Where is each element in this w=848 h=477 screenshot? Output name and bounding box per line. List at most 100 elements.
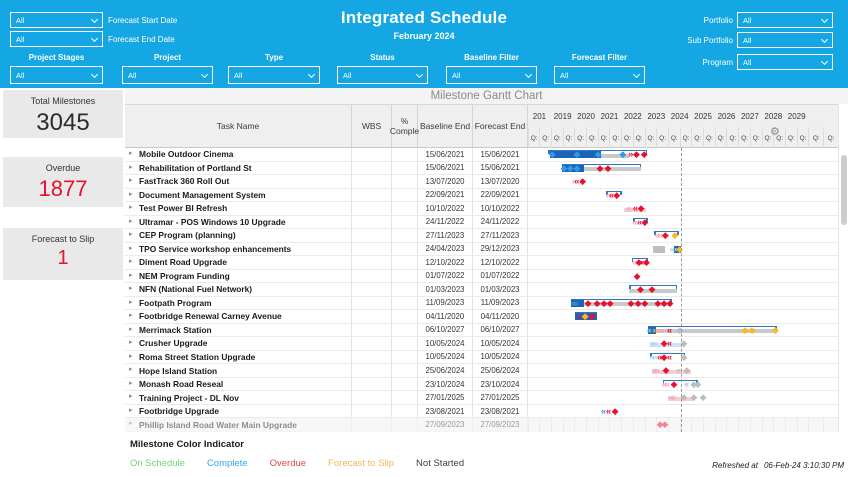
milestone-diamond[interactable]: ◆	[671, 230, 679, 241]
expand-arrow-icon[interactable]: ▸	[129, 406, 133, 414]
milestone-diamond[interactable]: ◆	[560, 162, 568, 173]
expand-arrow-icon[interactable]: ▸	[129, 190, 133, 198]
task-row[interactable]: ▸ CEP Program (planning) 27/11/2023 27/11/2…	[125, 229, 838, 243]
project-slicer[interactable]: All	[122, 66, 213, 84]
task-row[interactable]: ▸ Hope Island Station 25/06/2024 25/06/2024…	[125, 364, 838, 378]
milestone-diamond[interactable]: ◆	[581, 311, 589, 322]
milestone-diamond[interactable]: ◆	[640, 149, 648, 159]
milestone-diamond[interactable]: ◆	[741, 324, 749, 335]
milestone-diamond[interactable]: ◆	[635, 257, 643, 268]
task-row[interactable]: ▸ TPO Service workshop enhancements 24/04/…	[125, 242, 838, 257]
vertical-scrollbar[interactable]	[838, 104, 848, 432]
task-row[interactable]: ▸ Document Management System 22/09/2021 22/…	[125, 188, 838, 203]
milestone-diamond[interactable]: ◆	[676, 243, 684, 254]
milestone-diamond[interactable]: ◆	[548, 149, 556, 159]
milestone-diamond[interactable]: ◆	[637, 203, 645, 214]
expand-arrow-icon[interactable]: ▸	[129, 258, 133, 266]
milestone-diamond[interactable]: ◆	[633, 149, 640, 159]
milestone-diamond[interactable]: ◆	[566, 162, 574, 173]
task-row[interactable]: ▸ Diment Road Upgrade 12/10/2022 12/10/2022…	[125, 256, 838, 270]
milestone-diamond[interactable]: ◆	[641, 297, 649, 308]
milestone-diamond[interactable]: ◆	[642, 257, 650, 268]
milestone-diamond[interactable]: ◆	[690, 392, 698, 403]
forecast-start-date-slicer[interactable]: All	[10, 12, 103, 28]
milestone-diamond[interactable]: ◆	[683, 365, 691, 376]
task-row[interactable]: ▸ NEM Program Funding 01/07/2022 01/07/2022…	[125, 269, 838, 284]
task-row[interactable]: ▸ Footbridge Upgrade 23/08/2021 23/08/2021 «…	[125, 404, 838, 419]
expand-arrow-icon[interactable]: ▸	[129, 352, 133, 360]
expand-arrow-icon[interactable]: ▸	[129, 339, 133, 347]
milestone-diamond[interactable]: ◆	[604, 162, 612, 173]
type-slicer[interactable]: All	[228, 66, 320, 84]
task-row[interactable]: ▸ Phillip Island Road Water Main Upgrade 2…	[125, 418, 838, 432]
milestone-diamond[interactable]: ◆	[619, 149, 627, 159]
milestone-diamond[interactable]: ◆	[588, 311, 596, 322]
milestone-diamond[interactable]: ◆	[611, 405, 619, 416]
task-row[interactable]: ▸ Training Project - DL Nov 27/01/2025 27/0…	[125, 391, 838, 405]
milestone-diamond[interactable]: ◆	[606, 297, 614, 308]
sub-portfolio-slicer[interactable]: All	[737, 32, 833, 48]
forecast-filter-slicer[interactable]: All	[554, 66, 645, 84]
milestone-diamond[interactable]: ◆	[627, 297, 635, 308]
task-row[interactable]: ▸ Footbridge Renewal Carney Avenue 04/11/2…	[125, 310, 838, 324]
expand-arrow-icon[interactable]: ▸	[129, 231, 133, 239]
program-slicer[interactable]: All	[737, 54, 833, 70]
milestone-diamond[interactable]: ◆	[699, 392, 707, 403]
milestone-diamond[interactable]: ◆	[600, 297, 608, 308]
forecast-end-date-slicer[interactable]: All	[10, 31, 103, 47]
task-row[interactable]: ▸ Monash Road Reseal 23/10/2024 23/10/2024 «…	[125, 377, 838, 392]
milestone-diamond[interactable]: ◆	[680, 392, 688, 403]
milestone-diamond[interactable]: ◆	[690, 378, 698, 389]
status-slicer[interactable]: All	[337, 66, 428, 84]
project-stages-slicer[interactable]: All	[10, 66, 103, 84]
portfolio-slicer[interactable]: All	[737, 12, 833, 28]
task-row[interactable]: ▸ Footpath Program 11/09/2023 11/09/2023 ««◆…	[125, 296, 838, 311]
expand-arrow-icon[interactable]: ▸	[129, 393, 133, 401]
milestone-diamond[interactable]: ◆	[593, 297, 601, 308]
expand-arrow-icon[interactable]: ▸	[129, 271, 133, 279]
milestone-diamond[interactable]: ◆	[637, 284, 644, 295]
expand-arrow-icon[interactable]: ▸	[129, 177, 133, 185]
milestone-diamond[interactable]: ◆	[656, 419, 664, 430]
expand-arrow-icon[interactable]: ▸	[129, 244, 133, 252]
milestone-diamond[interactable]: ◆	[662, 365, 670, 376]
baseline-filter-slicer[interactable]: All	[446, 66, 537, 84]
expand-arrow-icon[interactable]: ▸	[129, 325, 133, 333]
milestone-diamond[interactable]: ◆	[680, 351, 688, 362]
expand-arrow-icon[interactable]: ▸	[129, 379, 133, 387]
task-row[interactable]: ▸ Merrimack Station 06/10/2027 06/10/2027 « «…	[125, 323, 838, 338]
milestone-diamond[interactable]: ◆	[613, 189, 621, 200]
vertical-scrollbar-thumb[interactable]	[841, 155, 847, 225]
task-row[interactable]: ▸ Test Power BI Refresh 10/10/2022 10/10/20…	[125, 202, 838, 216]
milestone-diamond[interactable]: ◆	[648, 284, 656, 295]
milestone-diamond[interactable]: ◆	[634, 297, 642, 308]
task-row[interactable]: ▸ Rehabilitation of Portland St 15/06/2021…	[125, 161, 838, 176]
milestone-diamond[interactable]: ◆	[579, 176, 587, 187]
milestone-diamond[interactable]: ◆	[594, 149, 602, 159]
expand-arrow-icon[interactable]: ▸	[129, 420, 133, 428]
milestone-diamond[interactable]: ◆	[660, 338, 668, 349]
milestone-diamond[interactable]: ◆	[633, 270, 641, 281]
task-row[interactable]: ▸ Mobile Outdoor Cinema 15/06/2021 15/06/20…	[125, 148, 838, 162]
milestone-diamond[interactable]: ◆	[660, 351, 668, 362]
milestone-diamond[interactable]: ◆	[661, 230, 669, 241]
milestone-diamond[interactable]: ◆	[573, 149, 581, 159]
expand-arrow-icon[interactable]: ▸	[129, 204, 133, 212]
expand-arrow-icon[interactable]: ▸	[129, 285, 133, 293]
expand-arrow-icon[interactable]: ▸	[129, 298, 133, 306]
milestone-diamond[interactable]: ◆	[670, 378, 678, 389]
milestone-diamond[interactable]: ◆	[748, 324, 756, 335]
milestone-diamond[interactable]: ◆	[771, 324, 779, 335]
milestone-diamond[interactable]: ◆	[596, 162, 604, 173]
gear-icon[interactable]: ⚙	[770, 126, 780, 138]
task-row[interactable]: ▸ Ultramar - POS Windows 10 Upgrade 24/11/…	[125, 215, 838, 230]
milestone-diamond[interactable]: ◆	[680, 338, 688, 349]
milestone-diamond[interactable]: ◆	[641, 216, 649, 227]
milestone-diamond[interactable]: ◆	[694, 378, 702, 389]
task-row[interactable]: ▸ Roma Street Station Upgrade 10/05/2024 10…	[125, 350, 838, 365]
milestone-diamond[interactable]: ◆	[660, 297, 668, 308]
expand-arrow-icon[interactable]: ▸	[129, 150, 133, 157]
expand-arrow-icon[interactable]: ▸	[129, 312, 133, 320]
milestone-diamond[interactable]: ◆	[661, 419, 669, 430]
milestone-diamond[interactable]: ◆	[666, 297, 674, 308]
